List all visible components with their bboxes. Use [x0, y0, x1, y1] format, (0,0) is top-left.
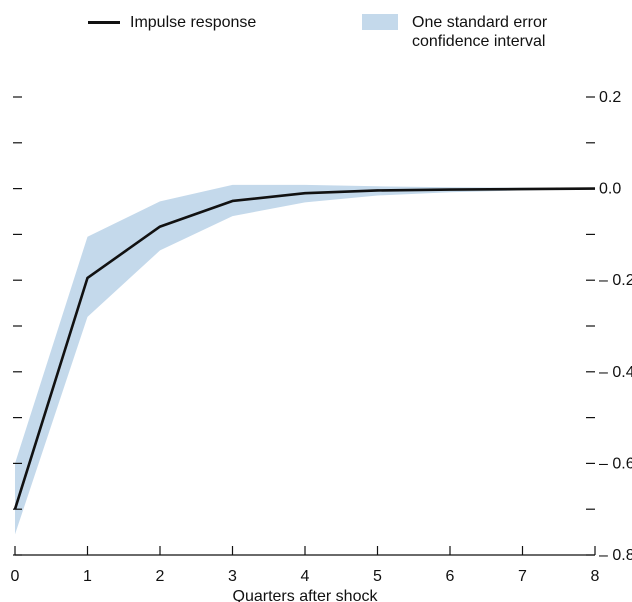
legend-impulse-label: Impulse response	[130, 14, 257, 31]
y-tick-label-2: 0.0	[599, 181, 621, 198]
legend-band-label-line1: One standard error	[412, 14, 548, 31]
x-tick-label-2: 2	[156, 568, 165, 585]
confidence-band	[15, 184, 595, 535]
legend-band-swatch	[362, 14, 398, 30]
y-tick-label-4: – 0.2	[599, 272, 632, 289]
y-tick-label-10: – 0.8	[599, 547, 632, 564]
y-tick-label-0: 0.2	[599, 89, 621, 106]
x-tick-label-4: 4	[301, 568, 310, 585]
x-tick-label-8: 8	[591, 568, 600, 585]
x-tick-label-0: 0	[11, 568, 20, 585]
x-tick-label-5: 5	[373, 568, 382, 585]
confidence-band-layer	[15, 184, 595, 535]
tick-label-layer: 0 1 2 3 4 5 6 7 8 0.2 0.0 – 0.2 – 0.4 – 0.6 – 0.8	[11, 89, 632, 585]
impulse-line-layer	[13, 187, 596, 510]
axis-layer	[13, 96, 596, 556]
y-tick-label-6: – 0.4	[599, 364, 632, 381]
x-tick-label-3: 3	[228, 568, 237, 585]
x-tick-label-7: 7	[518, 568, 527, 585]
legend-band-label-line2: confidence interval	[412, 33, 546, 50]
legend-band-label: One standard error confidence interval	[412, 13, 612, 51]
x-tick-label-1: 1	[83, 568, 92, 585]
x-tick-label-6: 6	[446, 568, 455, 585]
y-tick-label-8: – 0.6	[599, 455, 632, 472]
legend-impulse-line-swatch	[88, 21, 120, 24]
x-axis-label: Quarters after shock	[233, 588, 379, 602]
